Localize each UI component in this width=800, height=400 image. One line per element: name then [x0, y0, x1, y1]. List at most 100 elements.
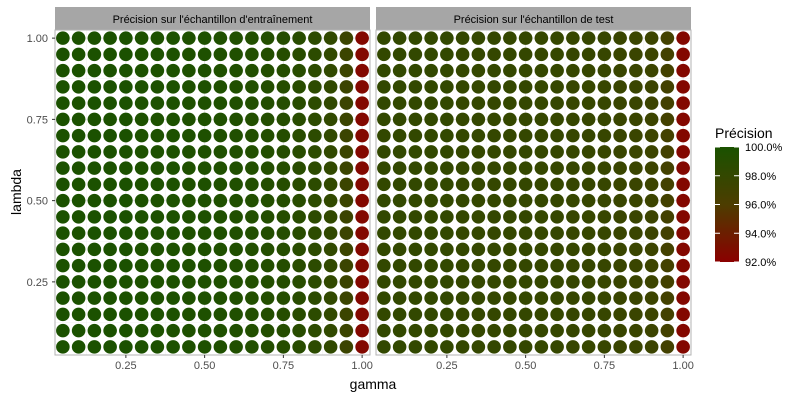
- data-point: [339, 145, 354, 159]
- data-point: [134, 291, 149, 305]
- data-point: [503, 258, 517, 273]
- x-tick-label: 0.50: [194, 360, 215, 372]
- data-point: [487, 80, 501, 94]
- data-point: [392, 80, 407, 94]
- data-point: [292, 145, 306, 159]
- data-point: [260, 340, 275, 354]
- data-point: [323, 112, 338, 127]
- data-point: [644, 323, 659, 338]
- data-point: [408, 112, 423, 127]
- data-point: [292, 112, 306, 127]
- data-point: [166, 258, 180, 273]
- data-point: [323, 47, 338, 62]
- data-point: [213, 323, 228, 338]
- x-axis-test: 0.25 0.50 0.75 1.00: [436, 355, 694, 372]
- data-point: [245, 323, 259, 338]
- data-point: [424, 128, 438, 143]
- data-point: [150, 242, 165, 257]
- data-point: [308, 128, 322, 143]
- data-point: [87, 226, 102, 240]
- data-point: [597, 226, 612, 240]
- data-point: [276, 96, 291, 110]
- data-point: [629, 323, 643, 338]
- data-point: [339, 177, 354, 192]
- data-point: [292, 63, 306, 78]
- data-point: [408, 47, 423, 62]
- data-point: [87, 128, 102, 143]
- data-point: [455, 63, 470, 78]
- data-point: [424, 323, 438, 338]
- data-point: [166, 242, 180, 257]
- data-point: [392, 291, 407, 305]
- data-point: [134, 31, 149, 45]
- data-point: [613, 340, 627, 354]
- data-point: [245, 145, 259, 159]
- data-point: [260, 323, 275, 338]
- data-point: [660, 307, 675, 322]
- data-point: [424, 226, 438, 240]
- data-point: [245, 242, 259, 257]
- data-point: [323, 177, 338, 192]
- data-point: [276, 323, 291, 338]
- data-point: [503, 31, 517, 45]
- y-tick-label: 0.25: [27, 277, 48, 289]
- data-point: [355, 112, 369, 127]
- data-point: [71, 226, 86, 240]
- x-tick-label: 1.00: [672, 360, 693, 372]
- data-point: [629, 210, 643, 224]
- data-point: [644, 80, 659, 94]
- data-point: [276, 161, 291, 175]
- data-point: [566, 128, 580, 143]
- data-point: [566, 112, 580, 127]
- data-point: [440, 226, 454, 240]
- data-point: [213, 258, 228, 273]
- data-point: [134, 242, 149, 257]
- data-point: [408, 242, 423, 257]
- data-point: [534, 128, 549, 143]
- data-point: [440, 128, 454, 143]
- data-point: [308, 307, 322, 322]
- data-point: [56, 31, 70, 45]
- data-point: [660, 47, 675, 62]
- data-point: [87, 307, 102, 322]
- data-point: [213, 63, 228, 78]
- data-point: [471, 275, 486, 289]
- data-point: [213, 226, 228, 240]
- data-point: [597, 96, 612, 110]
- data-point: [644, 275, 659, 289]
- data-point: [213, 96, 228, 110]
- data-point: [150, 96, 165, 110]
- data-point: [581, 96, 596, 110]
- data-point: [392, 226, 407, 240]
- data-point: [550, 31, 564, 45]
- data-point: [355, 193, 369, 208]
- points-test: [377, 31, 690, 354]
- data-point: [87, 80, 102, 94]
- data-point: [166, 96, 180, 110]
- data-point: [377, 340, 391, 354]
- data-point: [408, 31, 423, 45]
- legend-tick-label: 94.0%: [745, 228, 776, 240]
- data-point: [245, 128, 259, 143]
- data-point: [87, 145, 102, 159]
- data-point: [87, 31, 102, 45]
- data-point: [71, 112, 86, 127]
- data-point: [455, 80, 470, 94]
- data-point: [245, 31, 259, 45]
- data-point: [518, 80, 533, 94]
- data-point: [408, 128, 423, 143]
- data-point: [166, 323, 180, 338]
- data-point: [503, 193, 517, 208]
- data-point: [197, 96, 212, 110]
- data-point: [676, 63, 690, 78]
- x-tick-label: 0.25: [436, 360, 457, 372]
- data-point: [229, 291, 243, 305]
- data-point: [644, 63, 659, 78]
- data-point: [629, 63, 643, 78]
- data-point: [166, 307, 180, 322]
- data-point: [424, 47, 438, 62]
- data-point: [308, 47, 322, 62]
- y-axis-title: lambda: [8, 169, 24, 215]
- data-point: [550, 291, 564, 305]
- data-point: [597, 31, 612, 45]
